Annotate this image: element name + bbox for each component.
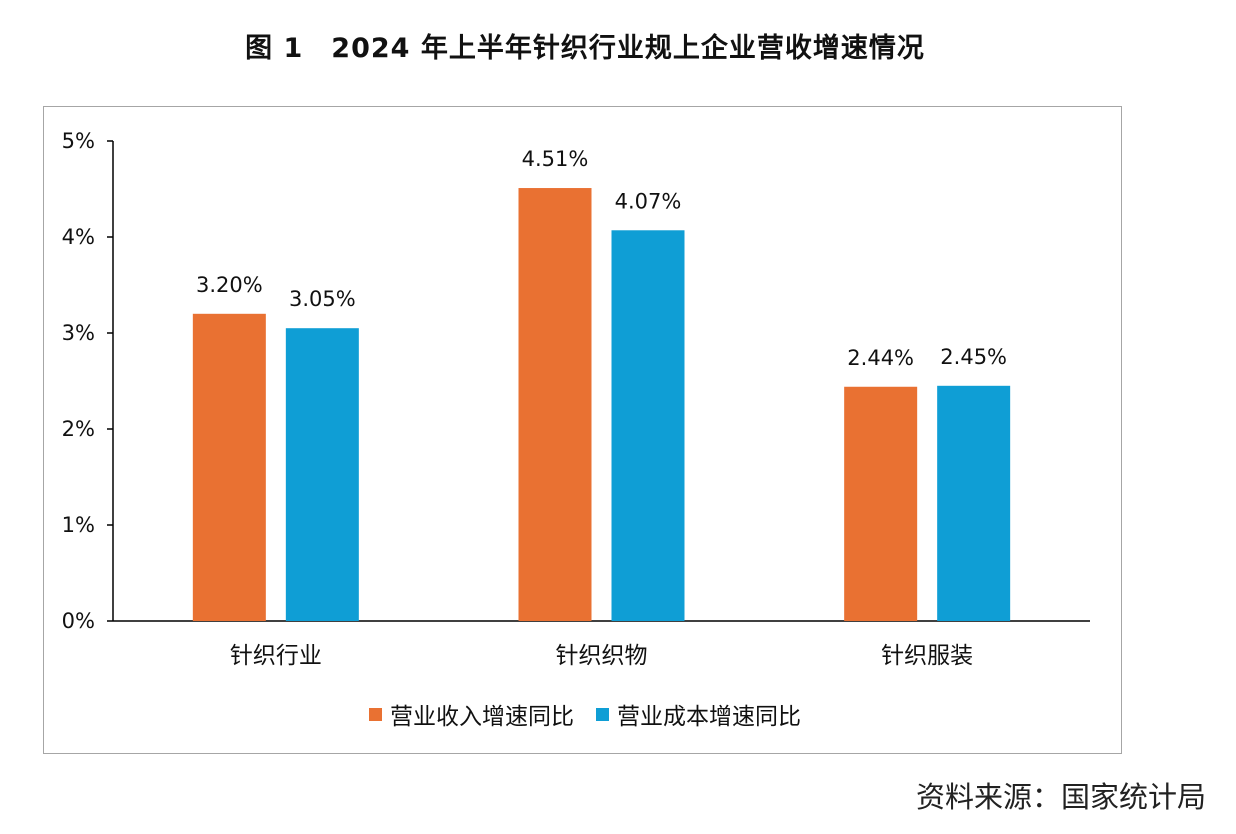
x-category-label: 针织服装 — [881, 643, 973, 669]
y-tick-label: 4% — [62, 225, 95, 249]
bar-cost — [937, 385, 1011, 621]
legend-label-revenue: 营业收入增速同比 — [390, 704, 574, 730]
y-tick-label: 3% — [62, 321, 95, 345]
y-tick-label: 1% — [62, 513, 95, 537]
y-tick-label: 5% — [62, 129, 95, 153]
legend-label-cost: 营业成本增速同比 — [617, 704, 801, 730]
y-tick-label: 0% — [62, 609, 95, 633]
legend-item-revenue: 营业收入增速同比 — [369, 697, 574, 731]
data-label: 3.20% — [196, 273, 263, 297]
data-label: 2.44% — [847, 346, 914, 370]
chart-frame — [43, 106, 1122, 754]
chart-title: 图 1 2024 年上半年针织行业规上企业营收增速情况 — [245, 33, 925, 64]
y-tick-label: 2% — [62, 417, 95, 441]
data-label: 4.07% — [615, 189, 682, 213]
bar-revenue — [844, 386, 918, 621]
x-category-label: 针织行业 — [230, 643, 322, 669]
source-note: 资料来源：国家统计局 — [915, 780, 1206, 814]
legend-swatch-cost — [596, 707, 609, 721]
bar-revenue — [192, 313, 266, 621]
bar-revenue — [518, 188, 592, 622]
bar-cost — [611, 230, 685, 621]
data-label: 4.51% — [522, 147, 589, 171]
bar-cost — [285, 328, 359, 621]
data-label: 3.05% — [289, 287, 356, 311]
legend-swatch-revenue — [369, 707, 382, 721]
legend: 营业收入增速同比 营业成本增速同比 — [0, 697, 1170, 731]
x-category-label: 针织织物 — [556, 643, 648, 669]
data-label: 2.45% — [940, 345, 1007, 369]
legend-item-cost: 营业成本增速同比 — [596, 697, 801, 731]
